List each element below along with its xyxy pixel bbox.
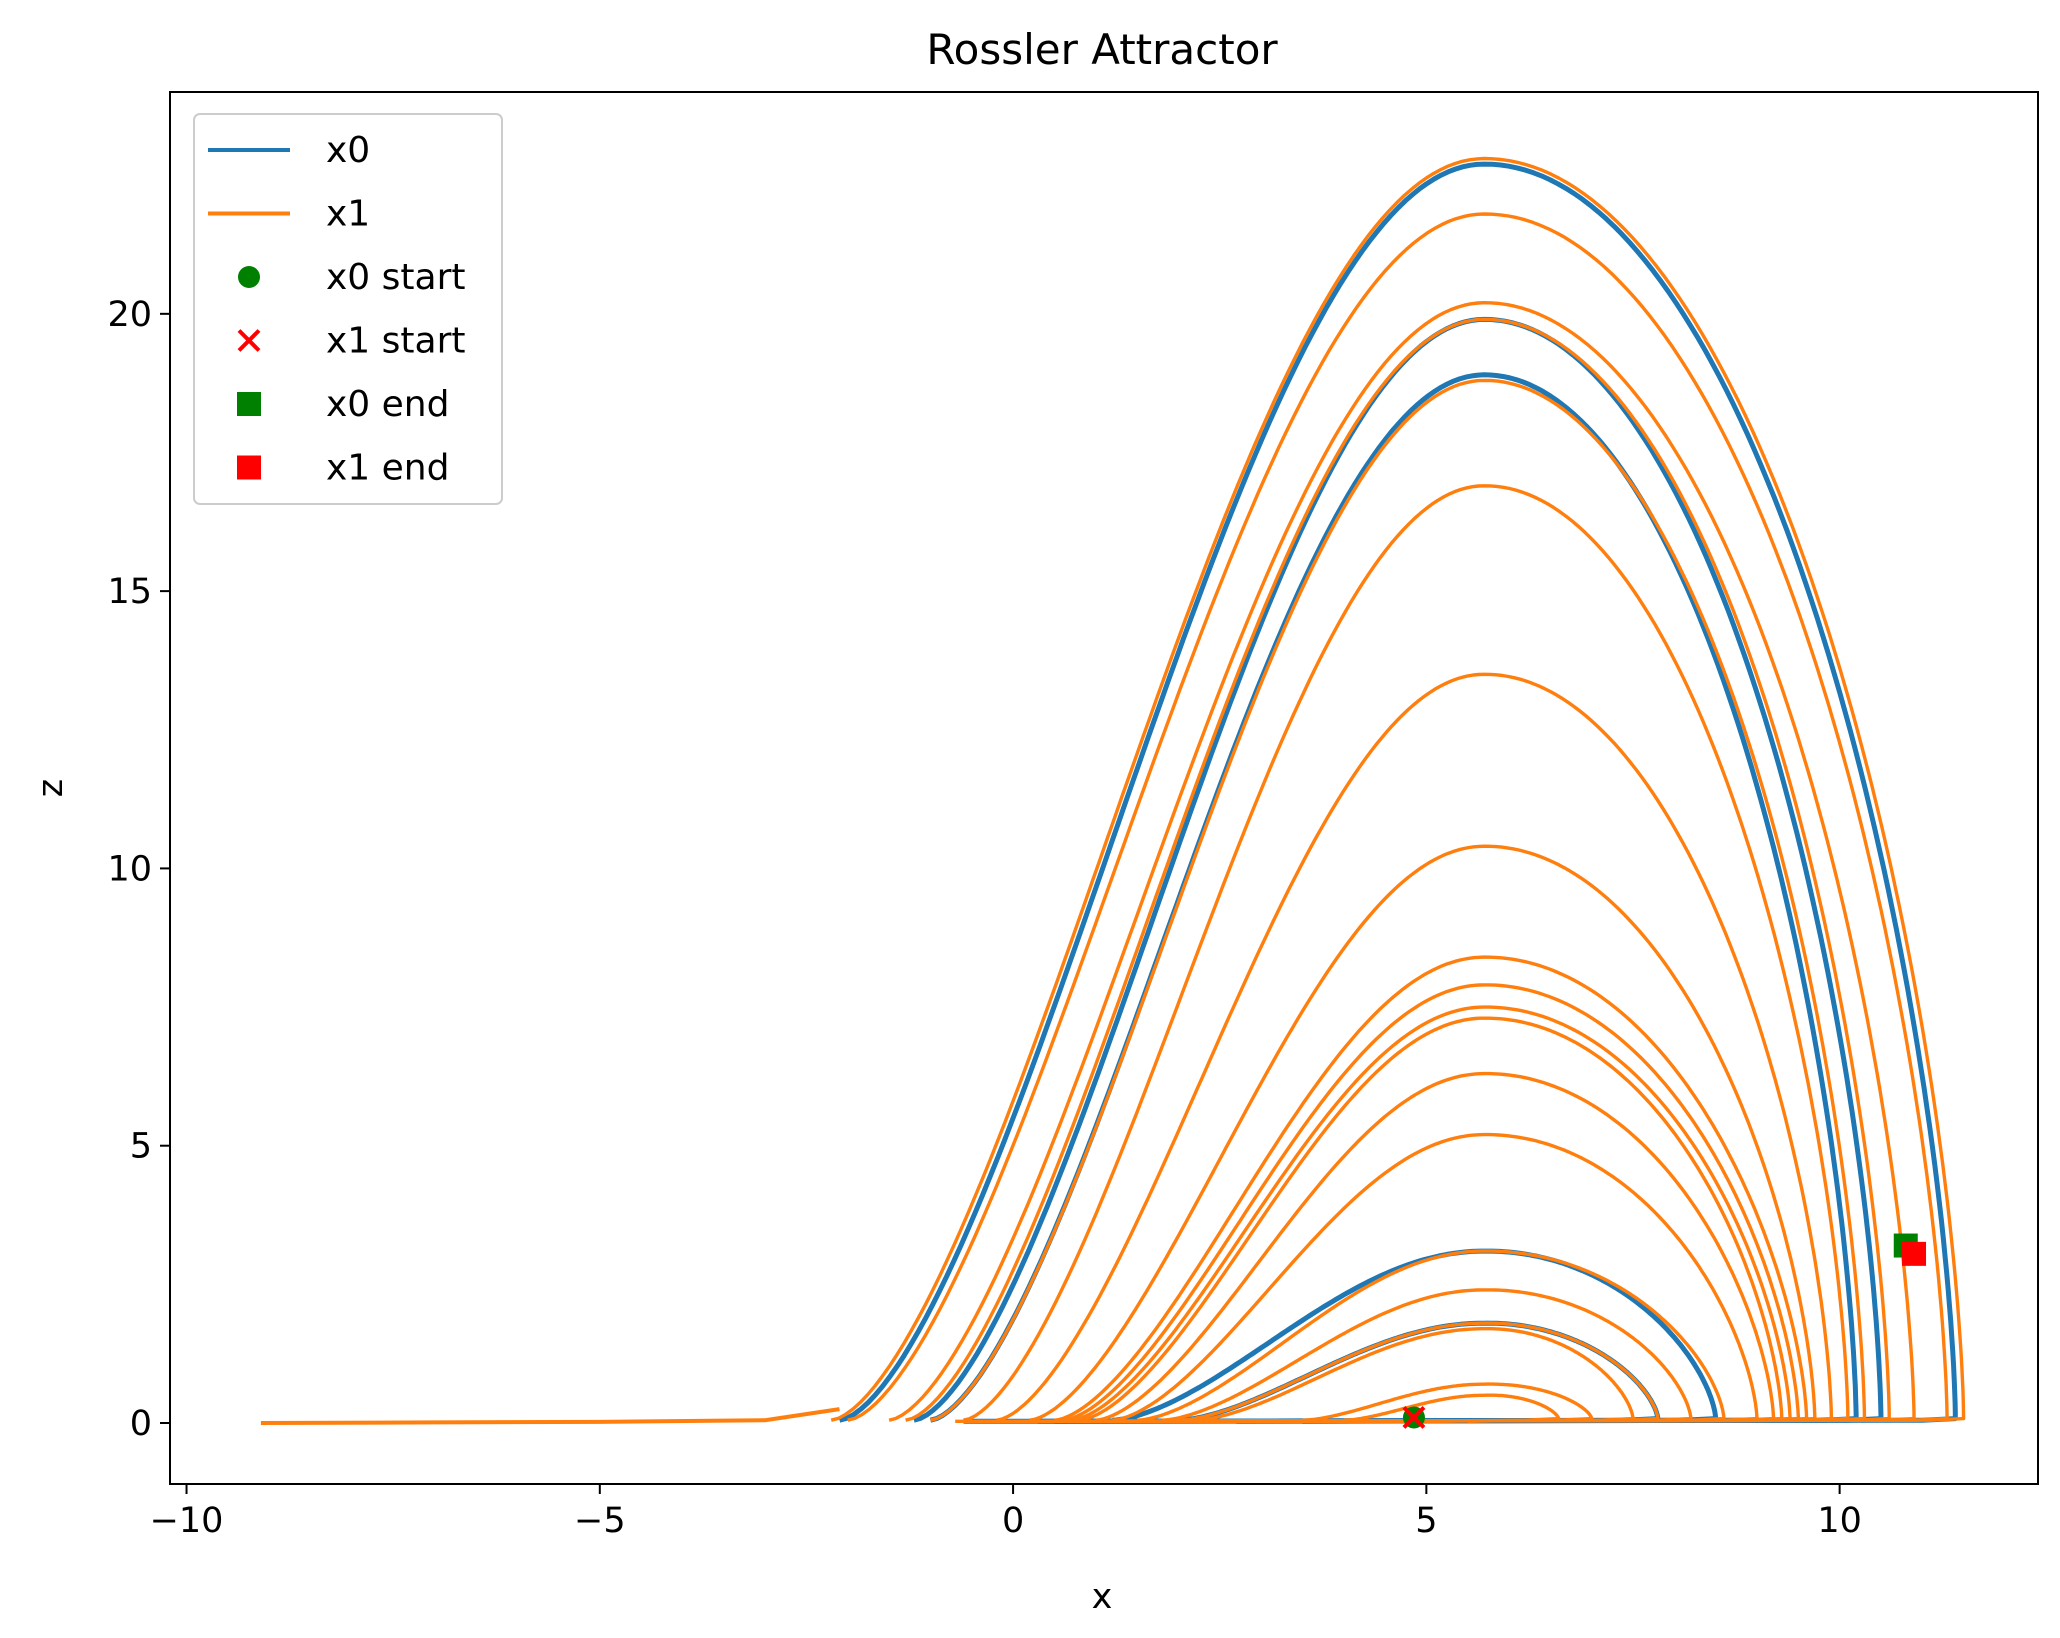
- trajectory-tail: [260, 1407, 840, 1425]
- trajectory-loop: [1029, 844, 1817, 1423]
- trajectory-loop: [830, 156, 1966, 1423]
- plot-frame: [169, 91, 2039, 1485]
- trajectory-loop: [963, 484, 1850, 1423]
- legend-label: x0 end: [326, 384, 449, 425]
- legend: x0 x1 x0 start x1 start x0 end x1 end: [193, 113, 503, 505]
- trajectory-loop: [1070, 1005, 1792, 1423]
- y-tick-label: 0: [130, 1404, 152, 1444]
- y-axis-label: z: [31, 779, 71, 797]
- y-tick-label: 15: [107, 572, 152, 612]
- legend-frame: [193, 113, 503, 505]
- x1-start-marker: [1402, 1406, 1426, 1429]
- x-axis: −10 −5 0 5 10: [150, 1484, 1862, 1541]
- trajectory-loop: [1112, 1132, 1759, 1423]
- trajectory-loop: [1137, 1249, 1726, 1423]
- trajectory-loop: [1343, 1393, 1561, 1423]
- legend-swatch: [237, 455, 261, 480]
- legend-label: x0 start: [326, 257, 466, 298]
- trajectory-loop: [905, 317, 1891, 1423]
- legend-entry: x1: [208, 194, 370, 235]
- legend-entry: x0 start: [238, 257, 466, 298]
- trajectory-loop: [1054, 955, 1809, 1423]
- legend-entry: x0: [208, 130, 370, 171]
- marker-layer: [1402, 1233, 1927, 1429]
- trajectory-loop: [1302, 1382, 1594, 1423]
- legend-swatch: [237, 392, 261, 416]
- y-tick-label: 20: [107, 295, 152, 335]
- legend-entry: x1 start: [237, 321, 466, 362]
- x-tick-label: −5: [574, 1501, 626, 1541]
- legend-swatch: [237, 329, 261, 352]
- legend-label: x1: [326, 194, 370, 235]
- x-tick-label: 5: [1415, 1501, 1437, 1541]
- trajectory-loop: [1178, 1321, 1660, 1423]
- legend-entry: x0 end: [237, 384, 449, 425]
- legend-label: x1 start: [326, 321, 466, 362]
- y-axis: 0 5 10 15 20: [107, 295, 170, 1444]
- trajectory-loop: [1194, 1327, 1635, 1423]
- x-tick-label: 0: [1002, 1501, 1024, 1541]
- trajectory-loop: [847, 212, 1949, 1423]
- legend-entry: x1 end: [237, 448, 449, 489]
- trajectory-loop: [1078, 1016, 1784, 1423]
- legend-label: x0: [326, 130, 370, 171]
- y-tick-label: 10: [107, 849, 152, 889]
- legend-swatch: [238, 266, 260, 288]
- y-tick-label: 5: [130, 1127, 152, 1167]
- legend-label: x1 end: [326, 448, 449, 489]
- trajectory-loop: [1161, 1288, 1693, 1423]
- trajectory-loop: [1062, 983, 1800, 1423]
- x-tick-label: 10: [1817, 1501, 1862, 1541]
- x1-end-marker: [1902, 1241, 1927, 1266]
- chart-title: Rossler Attractor: [926, 25, 1278, 74]
- series-x1: [260, 156, 1966, 1425]
- trajectory-loop: [929, 378, 1867, 1423]
- trajectory-loop: [1095, 1071, 1776, 1423]
- series-layer: [260, 156, 1966, 1425]
- x-tick-label: −10: [150, 1501, 224, 1541]
- trajectory-loop: [838, 161, 1958, 1424]
- trajectory-loop: [888, 301, 1916, 1423]
- x-axis-label: x: [1092, 1577, 1113, 1617]
- trajectory-loop: [996, 672, 1834, 1423]
